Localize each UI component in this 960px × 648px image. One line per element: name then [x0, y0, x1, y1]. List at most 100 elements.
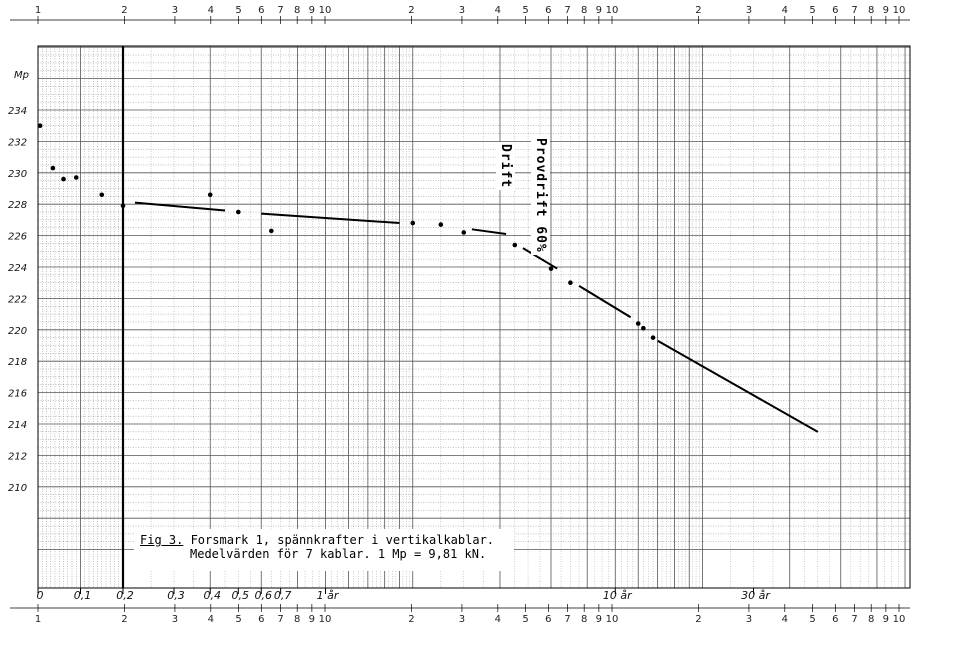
y-tick-label: 222 — [8, 294, 27, 305]
top-scale-label: 10 — [606, 5, 619, 16]
trend-lines — [134, 201, 819, 433]
bottom-scale-label: 10 — [893, 614, 906, 625]
y-tick-label: 220 — [8, 326, 27, 337]
y-tick-label: 214 — [8, 420, 27, 431]
data-point — [410, 220, 416, 226]
y-tick-label: 216 — [8, 389, 27, 400]
bottom-scale-label: 9 — [883, 614, 889, 625]
data-point — [236, 209, 241, 215]
top-scale-label: 7 — [564, 5, 570, 16]
data-point — [207, 192, 213, 198]
top-scale-label: 8 — [581, 5, 587, 16]
data-point — [99, 192, 105, 198]
y-tick-label: 230 — [8, 169, 27, 180]
data-point — [568, 280, 573, 286]
trend-segment — [471, 228, 507, 236]
top-scale-label: 9 — [883, 5, 889, 16]
grid-major — [37, 45, 911, 589]
data-point — [120, 203, 126, 209]
annotation-provdrift: Provdrift 60% — [531, 136, 550, 255]
grid-fine — [38, 46, 910, 588]
top-scale-label: 7 — [277, 5, 283, 16]
top-scale-label: 9 — [309, 5, 315, 16]
y-tick-label: 210 — [8, 483, 27, 494]
bottom-scale-label: 4 — [495, 614, 501, 625]
top-scale-label: 2 — [695, 5, 701, 16]
top-scale-label: 1 — [35, 5, 41, 16]
top-scale-label: 4 — [782, 5, 788, 16]
x-tick-label: 0,6 — [254, 589, 272, 602]
data-point — [548, 266, 554, 271]
figure-number: Fig 3. — [140, 533, 184, 547]
x-tick-label: 0,4 — [203, 589, 221, 602]
top-scale-label: 8 — [868, 5, 874, 16]
data-point — [50, 165, 56, 171]
y-axis-label: Mp — [14, 70, 29, 81]
top-scale-label: 6 — [545, 5, 551, 16]
bottom-scale-label: 8 — [294, 614, 300, 625]
y-tick-label: 234 — [8, 106, 27, 117]
y-tick-label: 212 — [8, 451, 27, 462]
annotation-drift: Drift — [496, 142, 515, 191]
x-tick-label: 10 år — [603, 589, 633, 602]
x-tick-label: 0,2 — [116, 589, 134, 602]
bottom-scale-label: 2 — [408, 614, 414, 625]
top-scale-label: 10 — [893, 5, 906, 16]
y-axis-ticks: 210 212 214 216 218 220 222 224 226 228 230 232 234 — [8, 106, 27, 494]
x-tick-label: 0,5 — [232, 589, 250, 602]
top-scale-label: 10 — [319, 5, 332, 16]
data-point — [438, 222, 444, 227]
top-scale-label: 6 — [832, 5, 838, 16]
trend-segment — [134, 201, 226, 212]
bottom-scale: 1 2 3 4 5 6 7 8 9 10 2 3 4 5 6 7 8 9 10 2 3 4 5 6 7 8 9 10 — [10, 604, 910, 625]
data-point — [269, 228, 274, 234]
data-point — [641, 325, 646, 331]
bottom-scale-label: 4 — [782, 614, 788, 625]
data-point — [73, 175, 79, 180]
bottom-scale-label: 8 — [581, 614, 587, 625]
bottom-scale-label: 6 — [258, 614, 264, 625]
bottom-scale-label: 10 — [319, 614, 332, 625]
y-tick-label: 232 — [8, 137, 27, 148]
data-point — [635, 321, 641, 326]
bottom-scale-label: 5 — [235, 614, 241, 625]
x-tick-label: 0,3 — [167, 589, 185, 602]
caption-line1: Forsmark 1, spännkrafter i vertikalkabla… — [183, 533, 495, 547]
y-tick-label: 228 — [8, 200, 27, 211]
bottom-scale-label: 7 — [277, 614, 283, 625]
bottom-scale-label: 6 — [832, 614, 838, 625]
bottom-scale-label: 1 — [35, 614, 41, 625]
y-tick-label: 226 — [8, 232, 27, 243]
x-tick-label: 0 — [37, 589, 44, 602]
data-point — [37, 123, 43, 128]
y-tick-label: 218 — [8, 357, 27, 368]
top-scale: 1 2 3 4 5 6 7 8 9 10 2 3 4 5 6 7 8 9 10 2 3 4 5 6 7 8 9 10 — [10, 5, 910, 24]
top-scale-label: 4 — [495, 5, 501, 16]
y-tick-label: 224 — [8, 263, 27, 274]
top-scale-label: 3 — [746, 5, 752, 16]
figure-caption: Fig 3. Forsmark 1, spännkrafter i vertik… — [134, 529, 514, 571]
data-point — [61, 176, 66, 182]
bottom-scale-label: 6 — [545, 614, 551, 625]
data-points — [37, 123, 656, 340]
x-axis-ticks: 0 0,1 0,2 0,3 0,4 0,5 0,6 0,7 1 år 10 år 30 år — [37, 588, 771, 602]
bottom-scale-label: 3 — [172, 614, 178, 625]
bottom-scale-label: 9 — [309, 614, 315, 625]
bottom-scale-label: 4 — [208, 614, 214, 625]
top-scale-label: 2 — [121, 5, 127, 16]
data-point — [512, 242, 518, 248]
trend-segment — [657, 339, 819, 433]
bottom-scale-label: 5 — [809, 614, 815, 625]
x-tick-label: 0,7 — [274, 589, 292, 602]
trend-segment — [522, 247, 558, 270]
bottom-scale-label: 2 — [695, 614, 701, 625]
bottom-scale-label: 3 — [459, 614, 465, 625]
data-point — [461, 230, 467, 235]
top-scale-label: 3 — [459, 5, 465, 16]
caption-line2: Medelvärden för 7 kablar. 1 Mp = 9,81 kN… — [190, 547, 487, 561]
top-scale-label: 8 — [294, 5, 300, 16]
top-scale-label: 5 — [522, 5, 528, 16]
top-scale-label: 2 — [408, 5, 414, 16]
x-tick-label: 1 år — [317, 589, 340, 602]
